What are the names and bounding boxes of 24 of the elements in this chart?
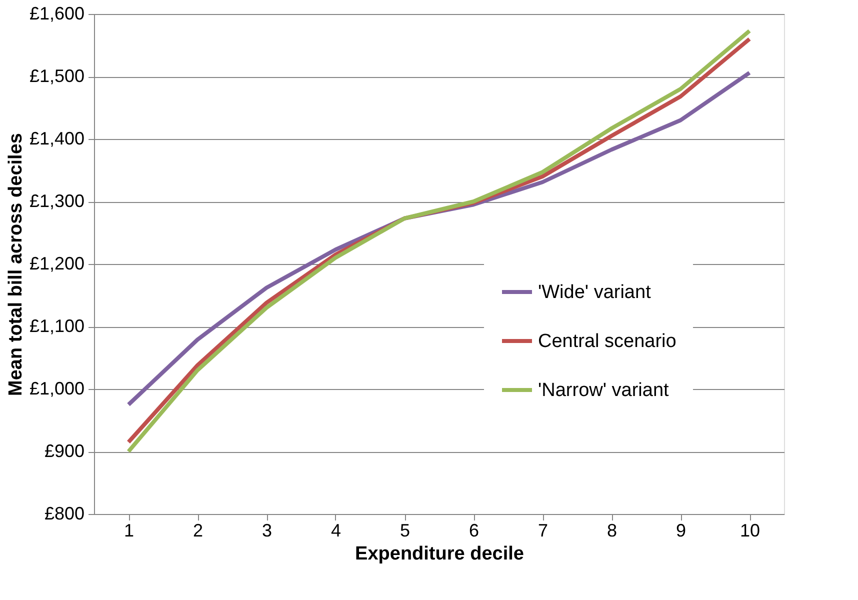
x-tick-label: 6 xyxy=(468,520,480,540)
y-tick-label: £1,000 xyxy=(29,378,84,398)
legend-label: 'Narrow' variant xyxy=(538,380,670,401)
y-tick-label: £1,300 xyxy=(29,191,84,211)
x-axis-title: Expenditure decile xyxy=(355,544,524,564)
y-tick-label: £1,100 xyxy=(29,316,84,336)
x-tick-label: 2 xyxy=(192,520,204,540)
x-tick-label: 3 xyxy=(262,520,272,540)
y-tick-label: £1,500 xyxy=(29,66,84,86)
y-tick-label: £900 xyxy=(44,441,84,461)
x-tick-label: 7 xyxy=(538,520,548,540)
x-tick-label: 5 xyxy=(400,520,410,540)
y-tick-label: £1,600 xyxy=(29,4,84,24)
y-axis-title: Mean total bill across deciles xyxy=(5,133,26,396)
x-tick-label: 10 xyxy=(740,520,760,540)
x-tick-label: 4 xyxy=(330,520,342,540)
x-tick-label: 9 xyxy=(676,520,686,540)
y-tick-label: £800 xyxy=(44,504,84,524)
legend-label: Central scenario xyxy=(538,331,676,352)
x-tick-label: 8 xyxy=(606,520,618,540)
legend-label: 'Wide' variant xyxy=(538,282,652,303)
x-tick-label: 1 xyxy=(124,520,134,540)
y-tick-label: £1,400 xyxy=(29,128,84,148)
y-tick-label: £1,200 xyxy=(29,254,84,274)
